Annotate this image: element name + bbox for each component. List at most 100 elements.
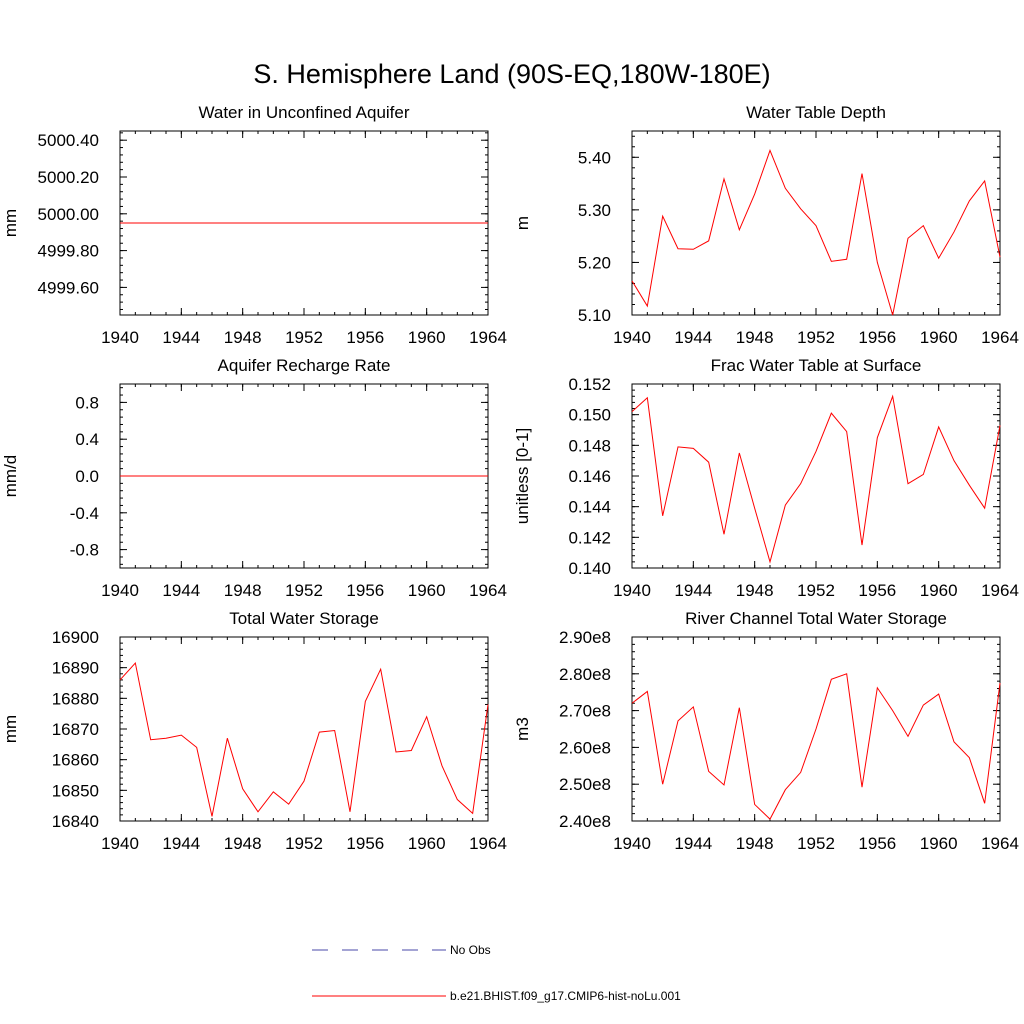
x-tick-label: 1952	[797, 834, 835, 853]
x-tick-label: 1964	[469, 328, 507, 347]
x-tick-label: 1956	[858, 328, 896, 347]
x-tick-label: 1940	[613, 328, 651, 347]
y-axis-label: unitless [0-1]	[513, 428, 532, 524]
x-tick-label: 1944	[162, 328, 200, 347]
chart-panel-5: 1940 1944 1948 1952 1956 1960 1964 16840 16850 16…	[1, 609, 507, 853]
y-axis-label: mm	[1, 715, 20, 743]
y-tick-label: 5.30	[578, 201, 611, 220]
x-tick-label: 1952	[285, 834, 323, 853]
x-tick-label: 1952	[285, 328, 323, 347]
x-tick-label: 1956	[346, 328, 384, 347]
x-tick-label: 1948	[736, 834, 774, 853]
chart-panel-6: 1940 1944 1948 1952 1956 1960 1964 2.40e8 2.50e8…	[513, 609, 1019, 853]
panel-title: Aquifer Recharge Rate	[218, 356, 391, 375]
y-tick-label: 4999.60	[38, 278, 99, 297]
y-tick-label: 16840	[52, 812, 99, 831]
y-tick-label: 0.152	[568, 375, 611, 394]
x-tick-label: 1956	[346, 581, 384, 600]
y-tick-label: 16860	[52, 751, 99, 770]
x-tick-label: 1952	[797, 581, 835, 600]
y-tick-label: 16890	[52, 659, 99, 678]
panel-title: River Channel Total Water Storage	[685, 609, 947, 628]
x-tick-label: 1964	[981, 834, 1019, 853]
x-tick-label: 1940	[101, 328, 139, 347]
y-tick-label: 5.10	[578, 306, 611, 325]
x-tick-label: 1940	[613, 581, 651, 600]
y-axis-label: m	[513, 216, 532, 230]
y-tick-label: 16870	[52, 720, 99, 739]
y-tick-label: 5000.00	[38, 205, 99, 224]
x-tick-label: 1956	[858, 581, 896, 600]
x-tick-label: 1948	[224, 328, 262, 347]
plot-frame	[631, 130, 1001, 316]
series-line	[631, 394, 1001, 564]
y-tick-label: 5000.20	[38, 168, 99, 187]
x-tick-label: 1944	[674, 834, 712, 853]
y-tick-label: -0.4	[70, 504, 99, 523]
y-tick-label: 5000.40	[38, 131, 99, 150]
y-tick-label: 0.0	[75, 467, 99, 486]
y-tick-label: 2.70e8	[559, 702, 611, 721]
panel-title: Water Table Depth	[746, 103, 886, 122]
y-tick-label: 0.150	[568, 406, 611, 425]
x-tick-label: 1960	[408, 328, 446, 347]
x-tick-label: 1948	[736, 581, 774, 600]
x-tick-label: 1956	[858, 834, 896, 853]
series-line	[631, 149, 1001, 316]
panel-title: Frac Water Table at Surface	[711, 356, 922, 375]
y-tick-label: 4999.80	[38, 242, 99, 261]
y-tick-label: 2.50e8	[559, 775, 611, 794]
plot-frame	[631, 383, 1001, 569]
plot-frame	[119, 636, 489, 822]
x-tick-label: 1948	[224, 581, 262, 600]
page-title: S. Hemisphere Land (90S-EQ,180W-180E)	[253, 59, 770, 89]
x-tick-label: 1960	[920, 834, 958, 853]
x-tick-label: 1940	[101, 834, 139, 853]
x-tick-label: 1944	[674, 581, 712, 600]
y-tick-label: 0.4	[75, 430, 99, 449]
y-tick-label: 16880	[52, 689, 99, 708]
x-tick-label: 1956	[346, 834, 384, 853]
y-tick-label: 0.144	[568, 498, 611, 517]
x-tick-label: 1952	[797, 328, 835, 347]
x-tick-label: 1952	[285, 581, 323, 600]
y-tick-label: 0.146	[568, 467, 611, 486]
x-tick-label: 1940	[613, 834, 651, 853]
x-tick-label: 1960	[408, 581, 446, 600]
y-tick-label: 2.40e8	[559, 812, 611, 831]
x-tick-label: 1944	[162, 834, 200, 853]
panel-title: Total Water Storage	[229, 609, 379, 628]
x-tick-label: 1960	[920, 581, 958, 600]
chart-panel-4: 1940 1944 1948 1952 1956 1960 1964 0.140 0.142 0.…	[513, 356, 1019, 600]
x-tick-label: 1964	[981, 581, 1019, 600]
x-tick-label: 1964	[469, 581, 507, 600]
y-tick-label: 0.148	[568, 436, 611, 455]
series-line	[119, 662, 489, 817]
x-tick-label: 1948	[736, 328, 774, 347]
x-tick-label: 1944	[674, 328, 712, 347]
legend-model-label: b.e21.BHIST.f09_g17.CMIP6-hist-noLu.001	[450, 989, 681, 1003]
chart-panel-3: 1940 1944 1948 1952 1956 1960 1964 -0.8 -0.4 0.0 0…	[1, 356, 507, 600]
y-tick-label: 2.90e8	[559, 628, 611, 647]
y-tick-label: -0.8	[70, 541, 99, 560]
legend: No Obs b.e21.BHIST.f09_g17.CMIP6-hist-no…	[312, 943, 681, 1003]
y-tick-label: 2.80e8	[559, 665, 611, 684]
x-tick-label: 1960	[920, 328, 958, 347]
y-tick-label: 0.142	[568, 528, 611, 547]
y-tick-label: 5.20	[578, 253, 611, 272]
series-line	[631, 673, 1001, 820]
x-tick-label: 1940	[101, 581, 139, 600]
y-tick-label: 0.8	[75, 393, 99, 412]
x-tick-label: 1964	[469, 834, 507, 853]
x-tick-label: 1944	[162, 581, 200, 600]
x-tick-label: 1960	[408, 834, 446, 853]
y-axis-label: m3	[513, 717, 532, 741]
chart-panels: 1940 1944 1948 1952 1956 1960 1964 4999.60 4999.…	[1, 103, 1019, 853]
chart-panel-1: 1940 1944 1948 1952 1956 1960 1964 4999.60 4999.…	[1, 103, 507, 347]
y-tick-label: 16850	[52, 781, 99, 800]
y-tick-label: 2.60e8	[559, 738, 611, 757]
legend-obs-label: No Obs	[450, 943, 491, 957]
y-tick-label: 5.40	[578, 148, 611, 167]
chart-panel-2: 1940 1944 1948 1952 1956 1960 1964 5.10 5.20 5.30…	[513, 103, 1019, 347]
